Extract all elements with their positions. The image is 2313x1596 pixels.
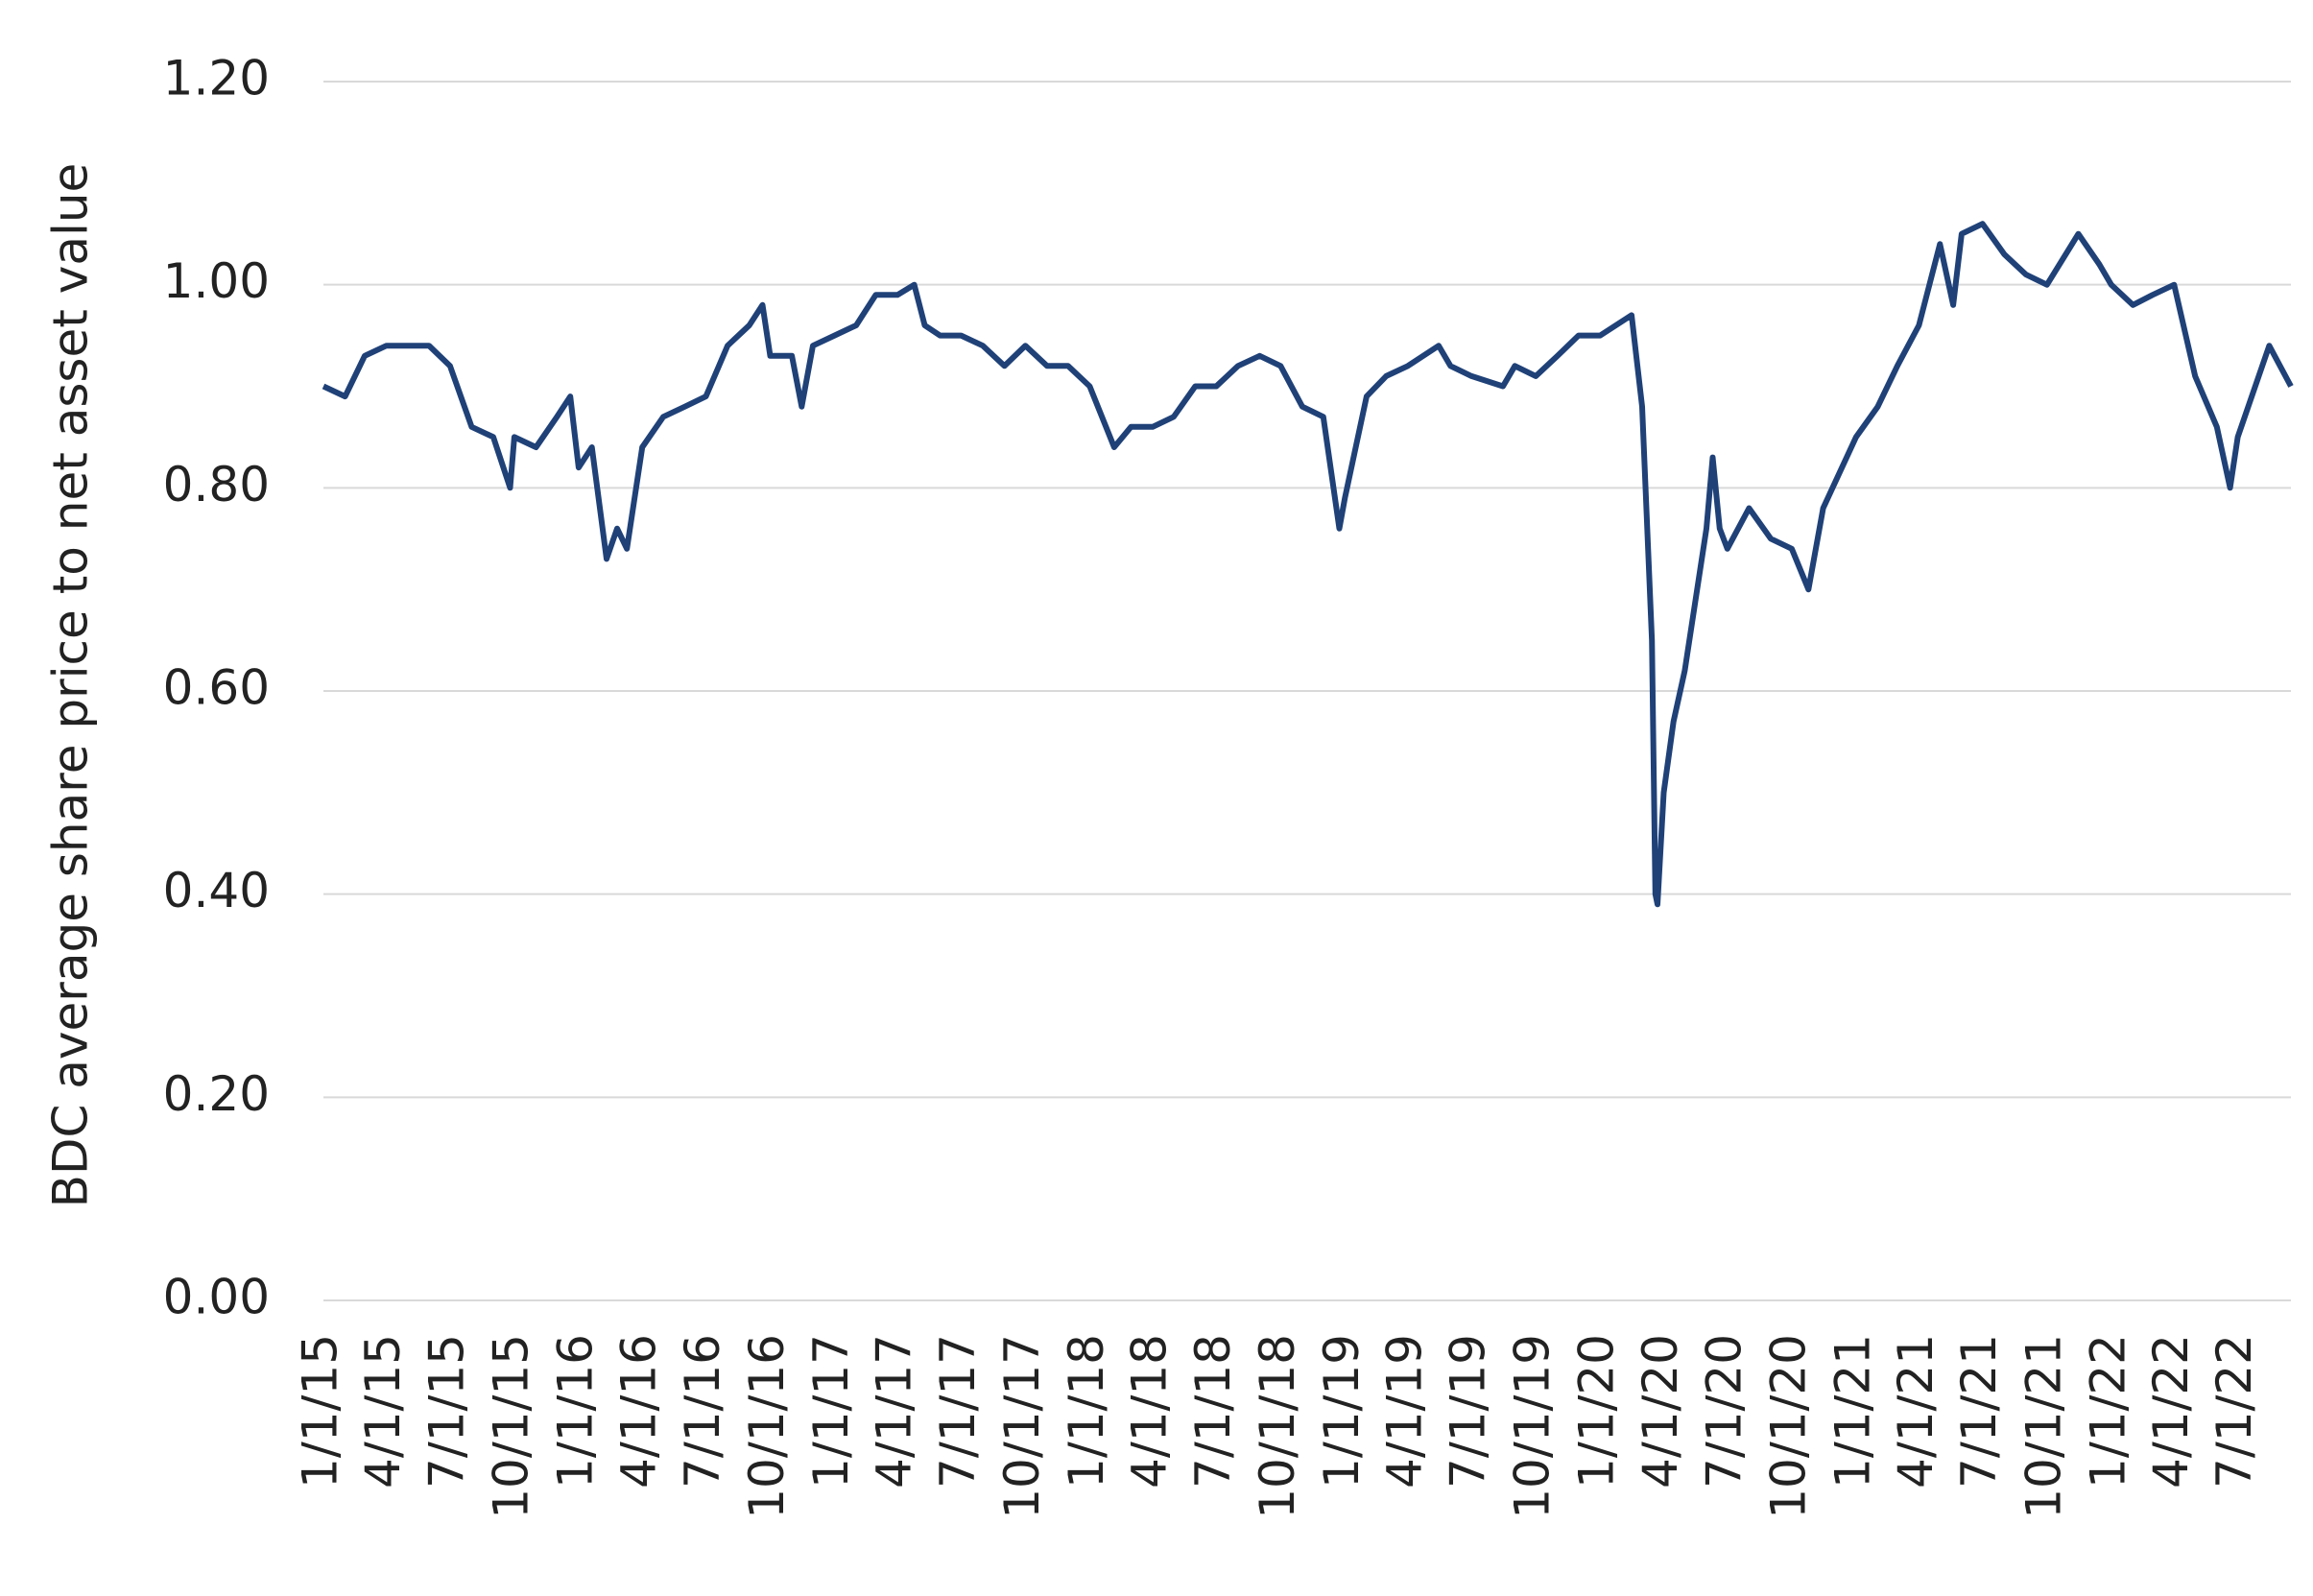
x-tick-label: 4/1/20 — [1633, 1334, 1688, 1489]
x-tick-label: 1/1/15 — [293, 1334, 348, 1489]
x-tick-label: 10/1/16 — [739, 1334, 795, 1519]
y-tick-label: 0.20 — [163, 1066, 270, 1122]
x-tick-label: 7/1/15 — [418, 1334, 474, 1489]
x-tick-label: 7/1/21 — [1951, 1334, 2007, 1489]
x-tick-label: 10/1/18 — [1250, 1334, 1305, 1519]
x-tick-label: 10/1/21 — [2015, 1334, 2071, 1519]
x-tick-label: 4/1/19 — [1376, 1334, 1432, 1489]
x-tick-label: 1/1/16 — [547, 1334, 603, 1489]
x-tick-label: 4/1/21 — [1888, 1334, 1943, 1489]
y-tick-label: 0.00 — [163, 1270, 270, 1325]
x-tick-label: 10/1/15 — [483, 1334, 538, 1519]
x-tick-label: 1/1/21 — [1824, 1334, 1880, 1489]
x-tick-label: 4/1/16 — [611, 1334, 667, 1489]
x-tick-label: 7/1/19 — [1441, 1334, 1496, 1489]
y-tick-label: 1.20 — [163, 51, 270, 107]
x-tick-label: 7/1/22 — [2206, 1334, 2262, 1489]
x-tick-label: 4/1/17 — [867, 1334, 922, 1489]
line-series — [322, 221, 2294, 908]
x-tick-label: 4/1/22 — [2143, 1334, 2199, 1489]
x-tick-label: 10/1/19 — [1505, 1334, 1561, 1519]
x-tick-label: 1/1/22 — [2080, 1334, 2135, 1489]
x-tick-label: 4/1/15 — [355, 1334, 411, 1489]
x-tick-label: 1/1/20 — [1569, 1334, 1625, 1489]
y-tick-label: 1.00 — [163, 253, 270, 309]
y-tick-label: 0.40 — [163, 863, 270, 918]
x-tick-label: 7/1/16 — [675, 1334, 730, 1489]
y-axis-label: BDC average share price to net asset val… — [43, 163, 99, 1208]
x-tick-label: 10/1/20 — [1760, 1334, 1816, 1519]
x-tick-label: 10/1/17 — [994, 1334, 1050, 1519]
y-tick-label: 0.60 — [163, 660, 270, 716]
y-tick-label: 0.80 — [163, 457, 270, 512]
x-tick-label: 7/1/20 — [1696, 1334, 1752, 1489]
x-tick-label: 7/1/18 — [1185, 1334, 1241, 1489]
x-tick-label: 1/1/19 — [1314, 1334, 1370, 1489]
x-tick-label: 4/1/18 — [1122, 1334, 1178, 1489]
x-tick-label: 1/1/18 — [1059, 1334, 1114, 1489]
x-tick-label: 1/1/17 — [803, 1334, 859, 1489]
x-tick-label: 7/1/17 — [930, 1334, 986, 1489]
